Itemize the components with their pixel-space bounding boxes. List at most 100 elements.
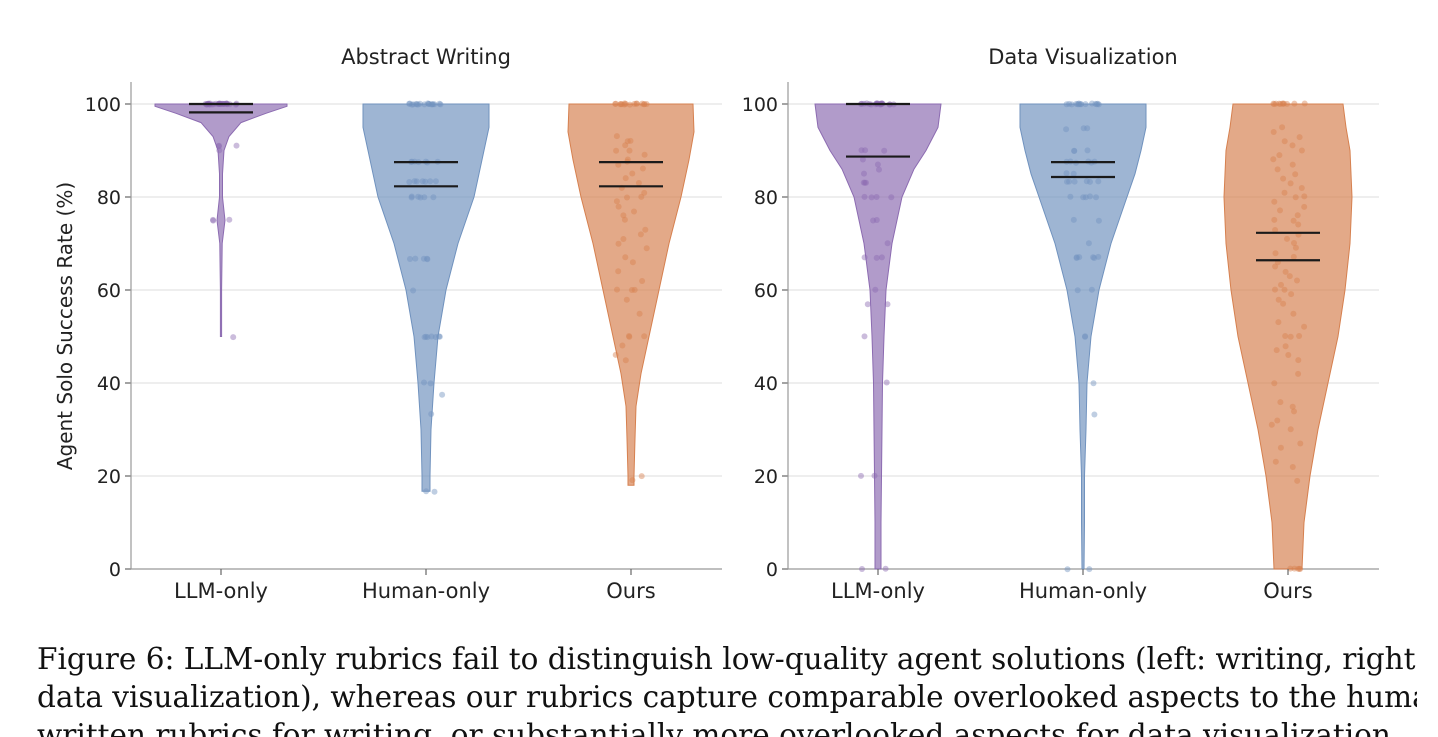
data-point <box>1274 417 1281 424</box>
data-point <box>408 194 415 201</box>
violin-body <box>1019 103 1147 570</box>
data-point <box>1295 370 1302 377</box>
data-point <box>624 194 630 201</box>
panel-title: Abstract Writing <box>341 45 511 69</box>
data-point <box>1090 380 1097 387</box>
data-point <box>860 179 867 186</box>
data-point <box>1084 147 1091 154</box>
data-point <box>619 342 626 349</box>
data-point <box>868 194 875 201</box>
y-tick-label: 40 <box>97 373 121 395</box>
data-point <box>1073 255 1080 261</box>
data-point <box>424 255 430 262</box>
data-point <box>1063 101 1070 108</box>
data-point <box>1287 426 1294 433</box>
data-point <box>1301 193 1308 200</box>
data-point <box>1089 100 1095 107</box>
data-point <box>876 166 882 173</box>
data-point <box>1296 565 1303 572</box>
data-point <box>1080 194 1087 201</box>
data-point <box>1281 286 1288 293</box>
data-point <box>1279 124 1286 131</box>
data-point <box>639 165 646 172</box>
y-tick-label: 80 <box>97 187 121 209</box>
data-point <box>1272 286 1278 293</box>
data-point <box>624 156 631 163</box>
data-point <box>406 100 413 107</box>
data-point <box>626 333 633 340</box>
violin-body <box>567 103 695 486</box>
data-point <box>1290 310 1297 317</box>
data-point <box>1073 254 1080 261</box>
data-point <box>1070 170 1077 177</box>
data-point <box>858 147 865 154</box>
data-point <box>1275 296 1282 303</box>
data-point <box>1295 357 1302 364</box>
y-tick-label: 20 <box>97 466 121 488</box>
data-point <box>439 391 446 398</box>
data-point <box>638 193 645 200</box>
data-point <box>1084 125 1091 132</box>
data-point <box>1276 152 1283 159</box>
data-point <box>620 212 627 219</box>
data-point <box>1287 180 1294 187</box>
data-point <box>1288 291 1295 298</box>
data-point <box>1280 300 1287 307</box>
data-point <box>408 193 415 200</box>
data-point <box>622 142 629 149</box>
data-point <box>421 379 427 386</box>
data-point <box>1095 178 1102 185</box>
data-point <box>436 333 443 340</box>
data-point <box>421 194 428 201</box>
data-point <box>881 147 888 154</box>
data-point <box>1074 287 1081 294</box>
data-point <box>882 565 889 572</box>
data-point <box>1082 101 1089 108</box>
data-point <box>614 286 620 293</box>
data-point <box>1298 185 1305 191</box>
data-point <box>1086 566 1093 573</box>
y-tick-label: 80 <box>754 187 778 209</box>
data-point <box>417 194 424 201</box>
data-point <box>873 194 880 200</box>
data-point <box>859 566 865 572</box>
data-point <box>1278 281 1284 288</box>
data-point <box>623 296 630 303</box>
data-point <box>1075 100 1082 107</box>
data-point <box>1277 207 1283 214</box>
data-point <box>622 254 629 261</box>
data-point <box>415 193 422 200</box>
data-point <box>861 170 867 177</box>
data-point <box>1280 100 1287 107</box>
data-point <box>862 147 869 154</box>
data-point <box>641 101 647 108</box>
data-point <box>1268 421 1275 428</box>
data-point <box>1066 100 1073 107</box>
data-point <box>622 100 629 107</box>
data-point <box>1093 194 1099 201</box>
data-point <box>1292 244 1299 251</box>
data-point <box>621 101 628 108</box>
data-point <box>1272 250 1279 257</box>
data-point <box>1295 565 1302 572</box>
data-point <box>626 101 633 108</box>
data-point <box>430 194 437 201</box>
data-point <box>1282 343 1289 350</box>
data-point <box>631 208 637 215</box>
caption-line: data visualization), whereas our rubrics… <box>37 680 1417 714</box>
data-point <box>1270 100 1277 107</box>
y-tick-label: 100 <box>85 94 121 116</box>
data-point <box>861 333 868 340</box>
data-point <box>1289 142 1296 149</box>
data-point <box>1270 129 1277 135</box>
data-point <box>1289 161 1296 168</box>
data-point <box>436 333 443 340</box>
y-tick-label: 40 <box>754 373 778 395</box>
data-point <box>406 100 413 107</box>
data-point <box>1064 178 1070 185</box>
data-point <box>1292 171 1299 178</box>
data-point <box>1285 352 1292 358</box>
panel-abstract-writing: Abstract Writing Agent Solo Success Rate… <box>53 45 722 603</box>
data-point <box>1068 101 1075 108</box>
